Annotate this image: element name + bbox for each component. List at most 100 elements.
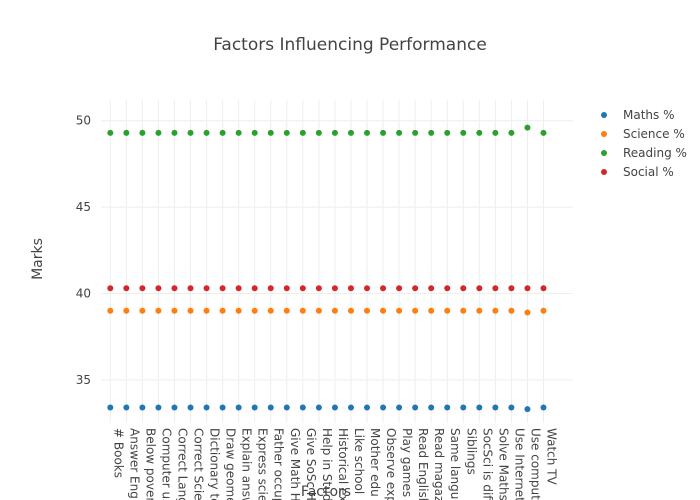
data-point [412, 404, 419, 411]
data-point [476, 285, 483, 292]
data-point [331, 404, 338, 411]
data-point [299, 307, 306, 314]
data-point [347, 285, 354, 292]
data-point [331, 285, 338, 292]
x-tick-label: Below povert [143, 428, 157, 500]
legend-entry: Science % [623, 127, 685, 141]
data-point [139, 285, 146, 292]
data-point [524, 124, 531, 131]
data-point [155, 285, 162, 292]
data-point [267, 285, 274, 292]
data-point [460, 129, 467, 136]
y-tick-label: 50 [76, 114, 91, 128]
data-point [460, 404, 467, 411]
legend-marker [601, 131, 607, 137]
data-point [299, 129, 306, 136]
data-point [524, 285, 531, 292]
data-point [107, 307, 114, 314]
x-tick-label: Dictionary to [208, 428, 222, 500]
data-point [267, 129, 274, 136]
data-point [187, 307, 194, 314]
data-point [203, 404, 210, 411]
data-point [235, 285, 242, 292]
x-tick-label: Historical ex [336, 428, 350, 500]
chart-title: Factors Influencing Performance [213, 35, 487, 55]
data-point [155, 129, 162, 136]
data-point [444, 307, 451, 314]
data-point [540, 307, 547, 314]
x-tick-label: SocSci is diffi [480, 428, 494, 500]
data-point [492, 285, 499, 292]
data-point [508, 404, 515, 411]
data-point [540, 404, 547, 411]
data-point [107, 404, 114, 411]
data-point [460, 285, 467, 292]
data-point [283, 285, 290, 292]
data-point [187, 285, 194, 292]
legend-entry: Social % [623, 165, 674, 179]
x-tick-label: Solve Maths [496, 428, 510, 500]
x-tick-labels: # Books Answer Engli Below povert Computer … [111, 428, 558, 500]
data-point [396, 404, 403, 411]
data-point [235, 404, 242, 411]
legend: Maths % Science % Reading % Social % [601, 108, 687, 179]
legend-entry: Reading % [623, 146, 687, 160]
y-tick-label: 40 [76, 286, 91, 300]
data-point [123, 404, 130, 411]
data-point [187, 404, 194, 411]
data-point [540, 129, 547, 136]
legend-marker [601, 150, 607, 156]
data-point [171, 404, 178, 411]
data-point [187, 129, 194, 136]
x-tick-label: Give SoSc Hw [304, 428, 318, 500]
data-point [396, 285, 403, 292]
data-point [219, 285, 226, 292]
legend-entry: Maths % [623, 108, 675, 122]
data-point [235, 129, 242, 136]
data-point [267, 404, 274, 411]
data-point [139, 404, 146, 411]
data-point [283, 307, 290, 314]
data-point [428, 404, 435, 411]
x-tick-label: Answer Engli [127, 428, 141, 500]
data-point [283, 129, 290, 136]
data-point [524, 309, 531, 316]
data-point [315, 129, 322, 136]
data-point [315, 285, 322, 292]
legend-marker [601, 112, 607, 118]
data-point [540, 285, 547, 292]
data-point [347, 404, 354, 411]
y-tick-label: 35 [76, 373, 91, 387]
data-point [171, 285, 178, 292]
data-point [380, 129, 387, 136]
data-point [492, 129, 499, 136]
x-tick-label: Watch TV [545, 428, 559, 486]
data-point [380, 285, 387, 292]
x-tick-label: Use compute [528, 428, 542, 500]
data-point [123, 129, 130, 136]
x-tick-label: Give Math Hw [288, 428, 302, 500]
x-tick-label: Use Internet [512, 428, 526, 500]
data-point [476, 129, 483, 136]
x-tick-label: Correct Scie [192, 428, 206, 500]
data-point [380, 307, 387, 314]
x-axis-title: Factors [301, 484, 351, 500]
data-point [331, 307, 338, 314]
x-tick-label: Observe exp [384, 428, 398, 500]
data-point [476, 307, 483, 314]
data-point [380, 404, 387, 411]
data-point [492, 307, 499, 314]
data-point [508, 129, 515, 136]
data-points [107, 124, 547, 413]
data-point [331, 129, 338, 136]
y-axis-title: Marks [30, 238, 46, 280]
data-point [492, 404, 499, 411]
x-tick-label: Same langua [448, 428, 462, 500]
data-point [203, 285, 210, 292]
legend-marker [601, 169, 607, 175]
x-tick-label: Draw geomet [224, 428, 238, 500]
data-point [171, 307, 178, 314]
data-point [460, 307, 467, 314]
data-point [315, 404, 322, 411]
